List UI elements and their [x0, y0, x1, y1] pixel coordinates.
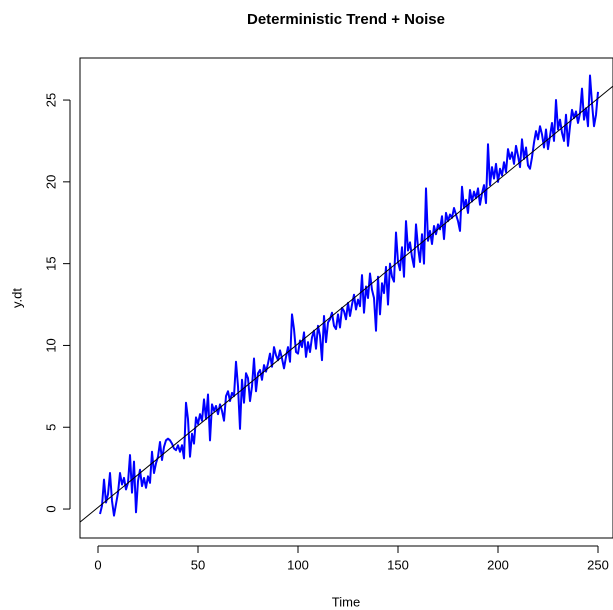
y-tick-label: 0	[43, 505, 58, 512]
x-tick-label: 150	[387, 557, 409, 572]
trend-line	[79, 85, 613, 523]
y-tick-label: 5	[43, 424, 58, 431]
x-tick-label: 200	[487, 557, 509, 572]
x-axis-label: Time	[332, 594, 360, 609]
y-tick-label: 10	[43, 338, 58, 352]
x-tick-label: 0	[94, 557, 101, 572]
y-tick-label: 20	[43, 175, 58, 189]
y-tick-label: 25	[43, 93, 58, 107]
data-line	[99, 74, 599, 517]
x-tick-label: 100	[287, 557, 309, 572]
plot-frame	[79, 57, 613, 539]
x-tick-label: 250	[587, 557, 609, 572]
x-tick-label: 50	[191, 557, 205, 572]
chart-title: Deterministic Trend + Noise	[247, 11, 445, 28]
y-axis-label: y.dt	[9, 288, 24, 308]
y-tick-label: 15	[43, 256, 58, 270]
